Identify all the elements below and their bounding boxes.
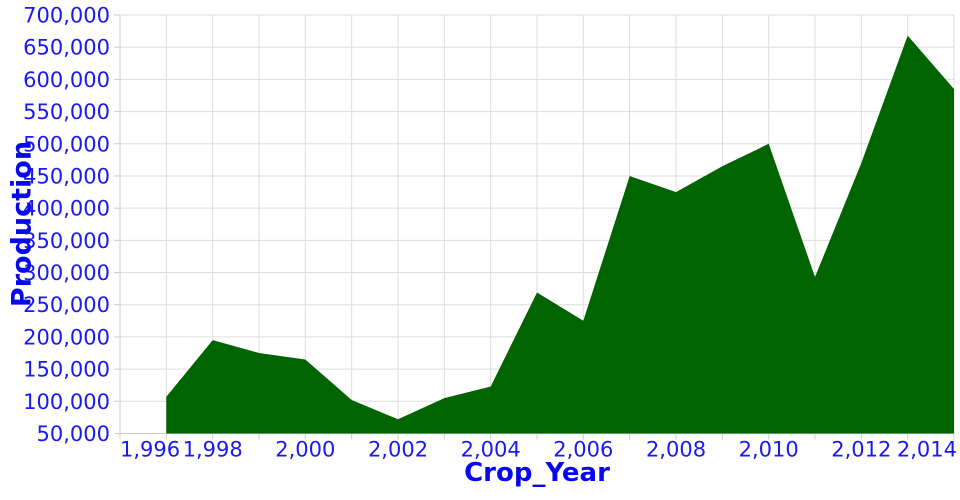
y-tick-label: 150,000 <box>23 358 110 382</box>
y-tick-label: 500,000 <box>23 132 110 156</box>
area-series <box>166 35 955 434</box>
y-tick-label: 700,000 <box>23 4 110 28</box>
x-tick-label: 2,004 <box>461 438 521 462</box>
y-tick-label: 650,000 <box>23 36 110 60</box>
y-tick-label: 100,000 <box>23 390 110 414</box>
y-tick-label: 600,000 <box>23 68 110 92</box>
x-tick-label: 2,008 <box>646 438 706 462</box>
x-tick-label: 1,998 <box>183 438 243 462</box>
x-tick-label: 2,000 <box>275 438 335 462</box>
y-tick-label: 550,000 <box>23 100 110 124</box>
y-tick-label: 250,000 <box>23 293 110 317</box>
x-tick-label: 2,002 <box>368 438 428 462</box>
y-tick-label: 450,000 <box>23 164 110 188</box>
y-tick-label: 200,000 <box>23 325 110 349</box>
x-axis-title: Crop_Year <box>464 458 610 488</box>
x-tick-label: 2,010 <box>739 438 799 462</box>
x-tick-label: 2,006 <box>553 438 613 462</box>
y-tick-label: 50,000 <box>37 422 110 446</box>
y-tick-label: 400,000 <box>23 197 110 221</box>
x-tick-label: 2,014 <box>897 438 957 462</box>
x-tick-label: 2,012 <box>831 438 891 462</box>
y-tick-label: 350,000 <box>23 229 110 253</box>
x-tick-label: 1,996 <box>120 438 180 462</box>
y-tick-label: 300,000 <box>23 261 110 285</box>
y-axis-title: Production <box>6 140 38 308</box>
